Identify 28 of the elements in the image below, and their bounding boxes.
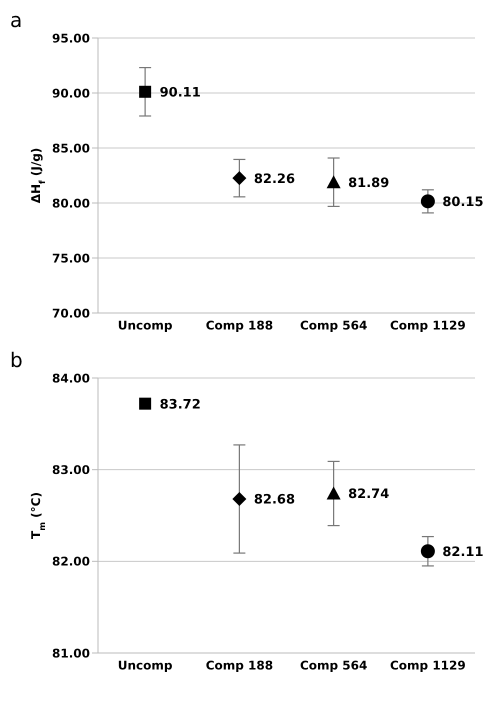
y-tick-label: 83.00 xyxy=(52,462,90,477)
chart-title: a xyxy=(10,8,22,32)
data-label: 81.89 xyxy=(348,176,390,191)
x-tick-label: Comp 564 xyxy=(300,318,368,333)
y-tick-label: 75.00 xyxy=(52,251,90,266)
data-label: 83.72 xyxy=(160,397,201,412)
y-tick-label: 70.00 xyxy=(52,306,90,320)
data-label: 82.11 xyxy=(442,544,484,560)
y-tick-label: 95.00 xyxy=(52,31,90,46)
data-label: 82.68 xyxy=(254,492,296,508)
y-tick-label: 81.00 xyxy=(52,646,90,660)
x-tick-label: Comp 564 xyxy=(300,658,368,673)
x-tick-label: Comp 188 xyxy=(206,318,274,333)
y-tick-label: 80.00 xyxy=(52,196,90,210)
chart-title: b xyxy=(10,348,23,372)
data-label: 80.15 xyxy=(442,194,484,210)
y-tick-label: 85.00 xyxy=(52,141,90,156)
data-label: 90.11 xyxy=(160,85,201,100)
x-tick-label: Uncomp xyxy=(118,318,173,333)
x-tick-label: Comp 1129 xyxy=(390,318,466,333)
y-tick-label: 84.00 xyxy=(52,371,90,386)
y-tick-label: 82.00 xyxy=(52,554,90,569)
data-label: 82.74 xyxy=(348,487,390,502)
x-tick-label: Comp 188 xyxy=(206,658,274,673)
y-tick-label: 90.00 xyxy=(52,86,90,100)
x-tick-label: Comp 1129 xyxy=(390,658,466,673)
x-tick-label: Uncomp xyxy=(118,658,173,673)
data-label: 82.26 xyxy=(254,172,296,187)
